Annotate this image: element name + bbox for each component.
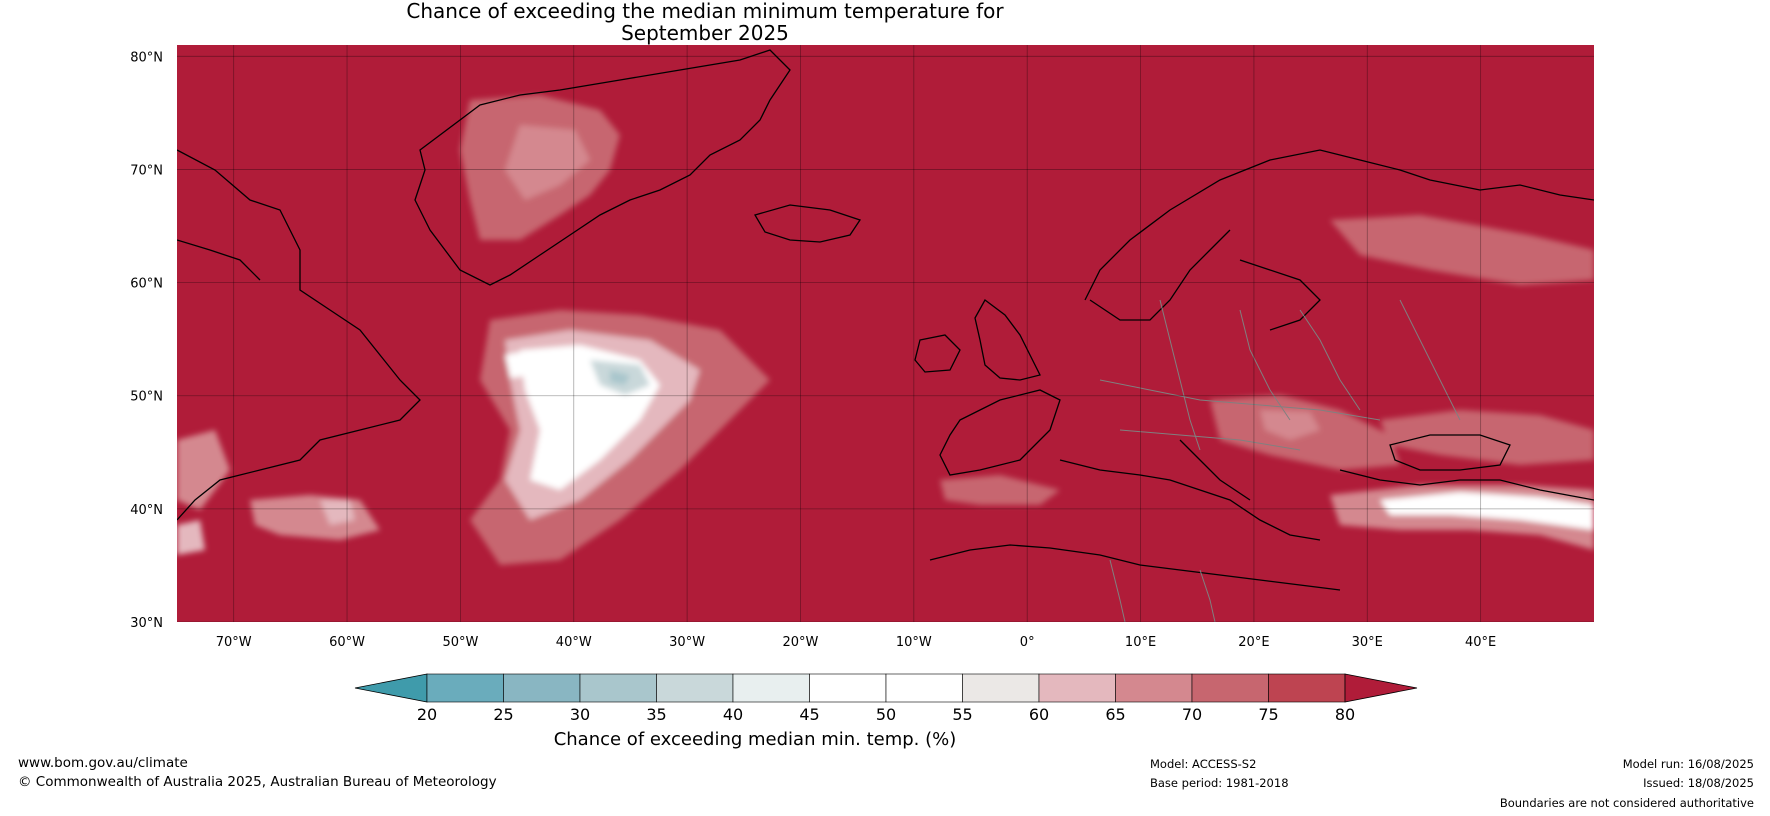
graticule bbox=[177, 45, 1594, 622]
longitude-label: 0° bbox=[1020, 635, 1035, 650]
colorbar-segment bbox=[579, 673, 657, 703]
longitude-label: 30°W bbox=[669, 635, 705, 650]
colorbar-segment bbox=[503, 673, 581, 703]
colorbar-segment bbox=[885, 673, 963, 703]
map-background bbox=[177, 45, 1594, 622]
colorbar-tick-label: 55 bbox=[952, 705, 972, 724]
longitude-label: 50°W bbox=[442, 635, 478, 650]
coastlines bbox=[177, 49, 1594, 591]
longitude-label: 10°W bbox=[896, 635, 932, 650]
colorbar-segment bbox=[1038, 673, 1116, 703]
footer-disclaimer: Boundaries are not considered authoritat… bbox=[1499, 796, 1754, 810]
footer-copyright: © Commonwealth of Australia 2025, Austra… bbox=[18, 774, 497, 790]
colorbar-segment bbox=[809, 673, 887, 703]
footer-model: Model: ACCESS-S2 bbox=[1150, 757, 1257, 771]
colorbar-tick-label: 30 bbox=[570, 705, 590, 724]
latitude-label: 60°N bbox=[130, 277, 163, 292]
latitude-label: 40°N bbox=[130, 503, 163, 518]
colorbar-tick-label: 70 bbox=[1182, 705, 1202, 724]
longitude-labels: 70°W 60°W 50°W 40°W 30°W 20°W 10°W 0° 10°E 20°E 30… bbox=[216, 635, 1497, 650]
longitude-label: 10°E bbox=[1125, 635, 1156, 650]
country-borders bbox=[1099, 299, 1461, 622]
colorbar: 20 25 30 35 40 45 50 55 60 65 70 75 80 bbox=[354, 673, 1418, 724]
chart-title-line-2: September 2025 bbox=[621, 21, 789, 45]
latitude-label: 70°N bbox=[130, 163, 163, 178]
colorbar-extend-low bbox=[354, 673, 428, 703]
longitude-label: 70°W bbox=[216, 635, 252, 650]
probability-patches bbox=[177, 95, 1594, 565]
longitude-label: 30°E bbox=[1352, 635, 1383, 650]
colorbar-segment bbox=[1115, 673, 1193, 703]
colorbar-tick-label: 40 bbox=[723, 705, 743, 724]
colorbar-tick-label: 60 bbox=[1029, 705, 1049, 724]
colorbar-tick-label: 65 bbox=[1105, 705, 1125, 724]
longitude-label: 60°W bbox=[329, 635, 365, 650]
colorbar-segment bbox=[1191, 673, 1269, 703]
colorbar-segment bbox=[656, 673, 734, 703]
colorbar-tick-label: 80 bbox=[1335, 705, 1355, 724]
footer-base-period: Base period: 1981-2018 bbox=[1150, 776, 1289, 790]
colorbar-tick-label: 45 bbox=[799, 705, 819, 724]
footer-website: www.bom.gov.au/climate bbox=[18, 755, 188, 771]
latitude-labels: 80°N 70°N 60°N 50°N 40°N 30°N bbox=[130, 50, 163, 631]
colorbar-extend-high bbox=[1344, 673, 1418, 703]
latitude-label: 30°N bbox=[130, 616, 163, 631]
longitude-label: 40°E bbox=[1465, 635, 1496, 650]
longitude-label: 20°W bbox=[783, 635, 819, 650]
colorbar-tick-label: 20 bbox=[417, 705, 437, 724]
colorbar-segment bbox=[962, 673, 1040, 703]
chart-title-line-1: Chance of exceeding the median minimum t… bbox=[406, 0, 1004, 23]
latitude-label: 50°N bbox=[130, 390, 163, 405]
colorbar-tick-label: 25 bbox=[493, 705, 513, 724]
colorbar-segment bbox=[1268, 673, 1346, 703]
colorbar-segment bbox=[732, 673, 810, 703]
footer-model-run: Model run: 16/08/2025 bbox=[1622, 757, 1754, 771]
longitude-label: 20°E bbox=[1238, 635, 1269, 650]
colorbar-segment bbox=[426, 673, 504, 703]
colorbar-tick-label: 35 bbox=[646, 705, 666, 724]
footer-issued: Issued: 18/08/2025 bbox=[1643, 776, 1754, 790]
colorbar-label: Chance of exceeding median min. temp. (%… bbox=[554, 729, 957, 750]
colorbar-tick-label: 50 bbox=[876, 705, 896, 724]
longitude-label: 40°W bbox=[556, 635, 592, 650]
colorbar-tick-label: 75 bbox=[1258, 705, 1278, 724]
latitude-label: 80°N bbox=[130, 50, 163, 65]
